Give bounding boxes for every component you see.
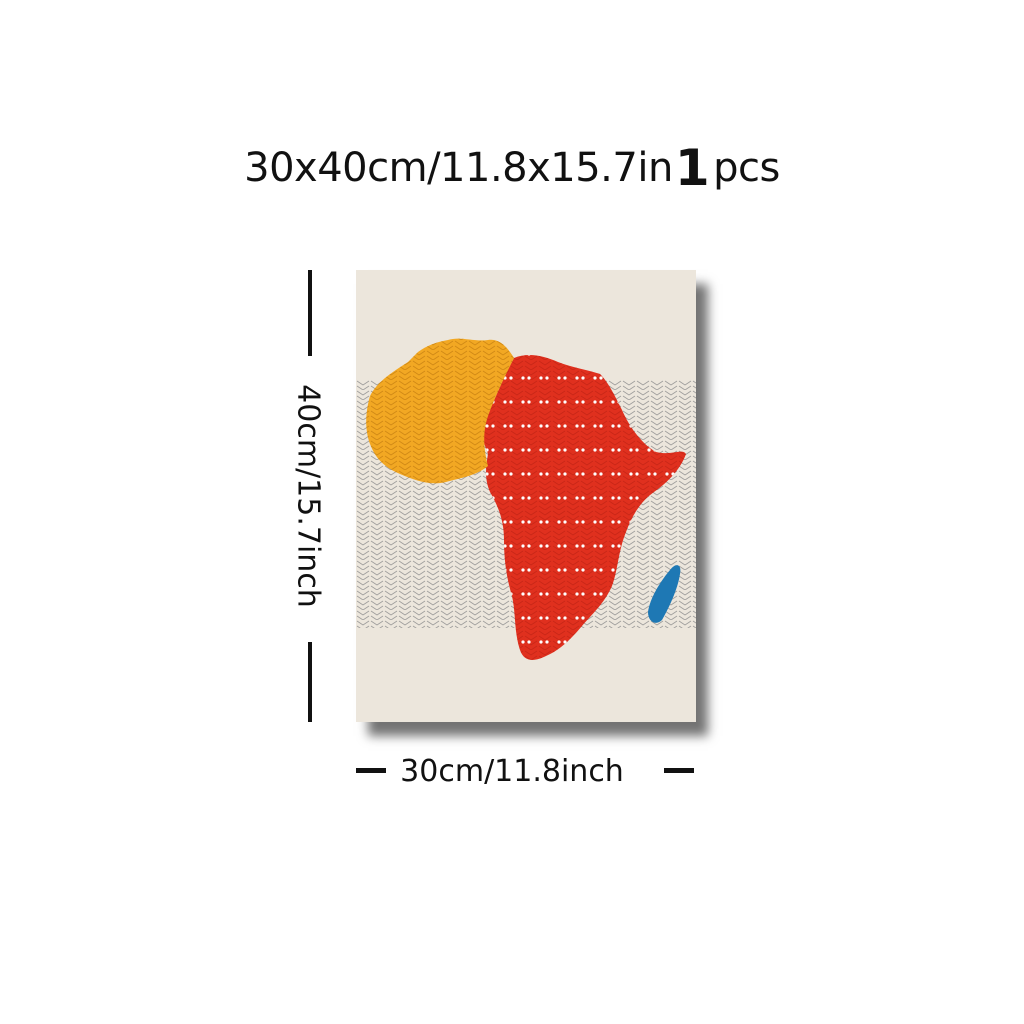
north-region-shape (366, 338, 514, 484)
height-label: 40cm/15.7inch (290, 384, 326, 608)
quantity-number: 1 (674, 139, 710, 197)
width-indicator-right-bar (664, 768, 694, 773)
continent-shape (482, 355, 686, 660)
quantity-unit: pcs (713, 145, 780, 191)
africa-map-artwork (356, 338, 696, 660)
width-label: 30cm/11.8inch (400, 754, 624, 789)
height-indicator-bottom-bar (308, 642, 312, 722)
height-indicator-top-bar (308, 270, 312, 356)
width-indicator-left-bar (356, 768, 386, 773)
canvas-print (356, 270, 696, 722)
size-quantity-title: 30x40cm/11.8x15.7in1 pcs (0, 136, 1024, 196)
size-title: 30x40cm/11.8x15.7in (244, 145, 673, 191)
madagascar-shape (648, 565, 681, 623)
